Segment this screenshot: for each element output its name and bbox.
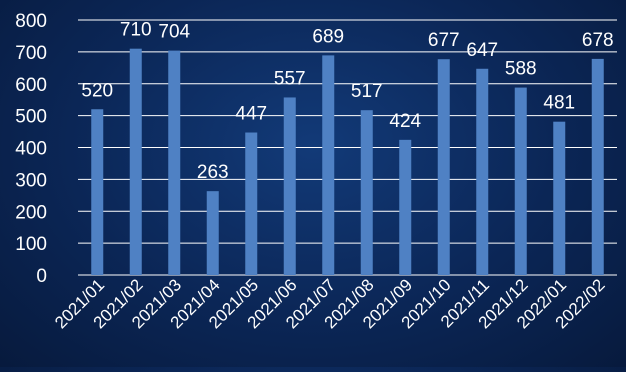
data-label: 677 (428, 30, 460, 51)
data-labels: 520 710 704 263 447 557 689 517 424 677 647 588 481 6… (81, 20, 613, 183)
bar (399, 139, 412, 275)
y-tick-label: 600 (15, 75, 47, 96)
data-label: 647 (466, 40, 498, 61)
data-label: 678 (582, 30, 614, 51)
y-tick-label: 300 (15, 170, 47, 191)
data-label: 481 (543, 93, 575, 114)
bar (168, 50, 181, 275)
bar (476, 68, 489, 275)
data-label: 588 (505, 59, 537, 80)
bar (322, 55, 335, 275)
data-label: 710 (120, 20, 152, 41)
bar (129, 48, 142, 275)
data-label: 704 (158, 22, 190, 43)
bar (283, 97, 296, 275)
bars (91, 48, 604, 276)
y-tick-label: 200 (15, 202, 47, 223)
bar (245, 132, 258, 275)
y-tick-label: 0 (36, 266, 47, 287)
bar (591, 58, 604, 276)
data-label: 557 (274, 68, 306, 89)
data-label: 689 (312, 26, 344, 47)
y-tick-label: 800 (15, 11, 47, 32)
data-label: 424 (389, 111, 421, 132)
data-label: 263 (197, 162, 229, 183)
x-axis-tick-labels: 2021/012021/022021/032021/042021/052021/… (51, 275, 608, 332)
data-label: 517 (351, 81, 383, 102)
bar (360, 110, 373, 275)
data-label: 447 (235, 104, 267, 125)
bar (206, 191, 219, 275)
gridlines (78, 19, 617, 276)
y-tick-label: 500 (15, 107, 47, 128)
data-label: 520 (81, 80, 113, 101)
y-tick-label: 400 (15, 139, 47, 160)
y-tick-label: 100 (15, 234, 47, 255)
bar (553, 121, 566, 276)
y-tick-label: 700 (15, 43, 47, 64)
bar (514, 87, 527, 275)
bar (91, 109, 104, 275)
bar (437, 59, 450, 275)
y-axis-tick-labels: 0 100 200 300 400 500 600 700 800 (15, 11, 47, 287)
